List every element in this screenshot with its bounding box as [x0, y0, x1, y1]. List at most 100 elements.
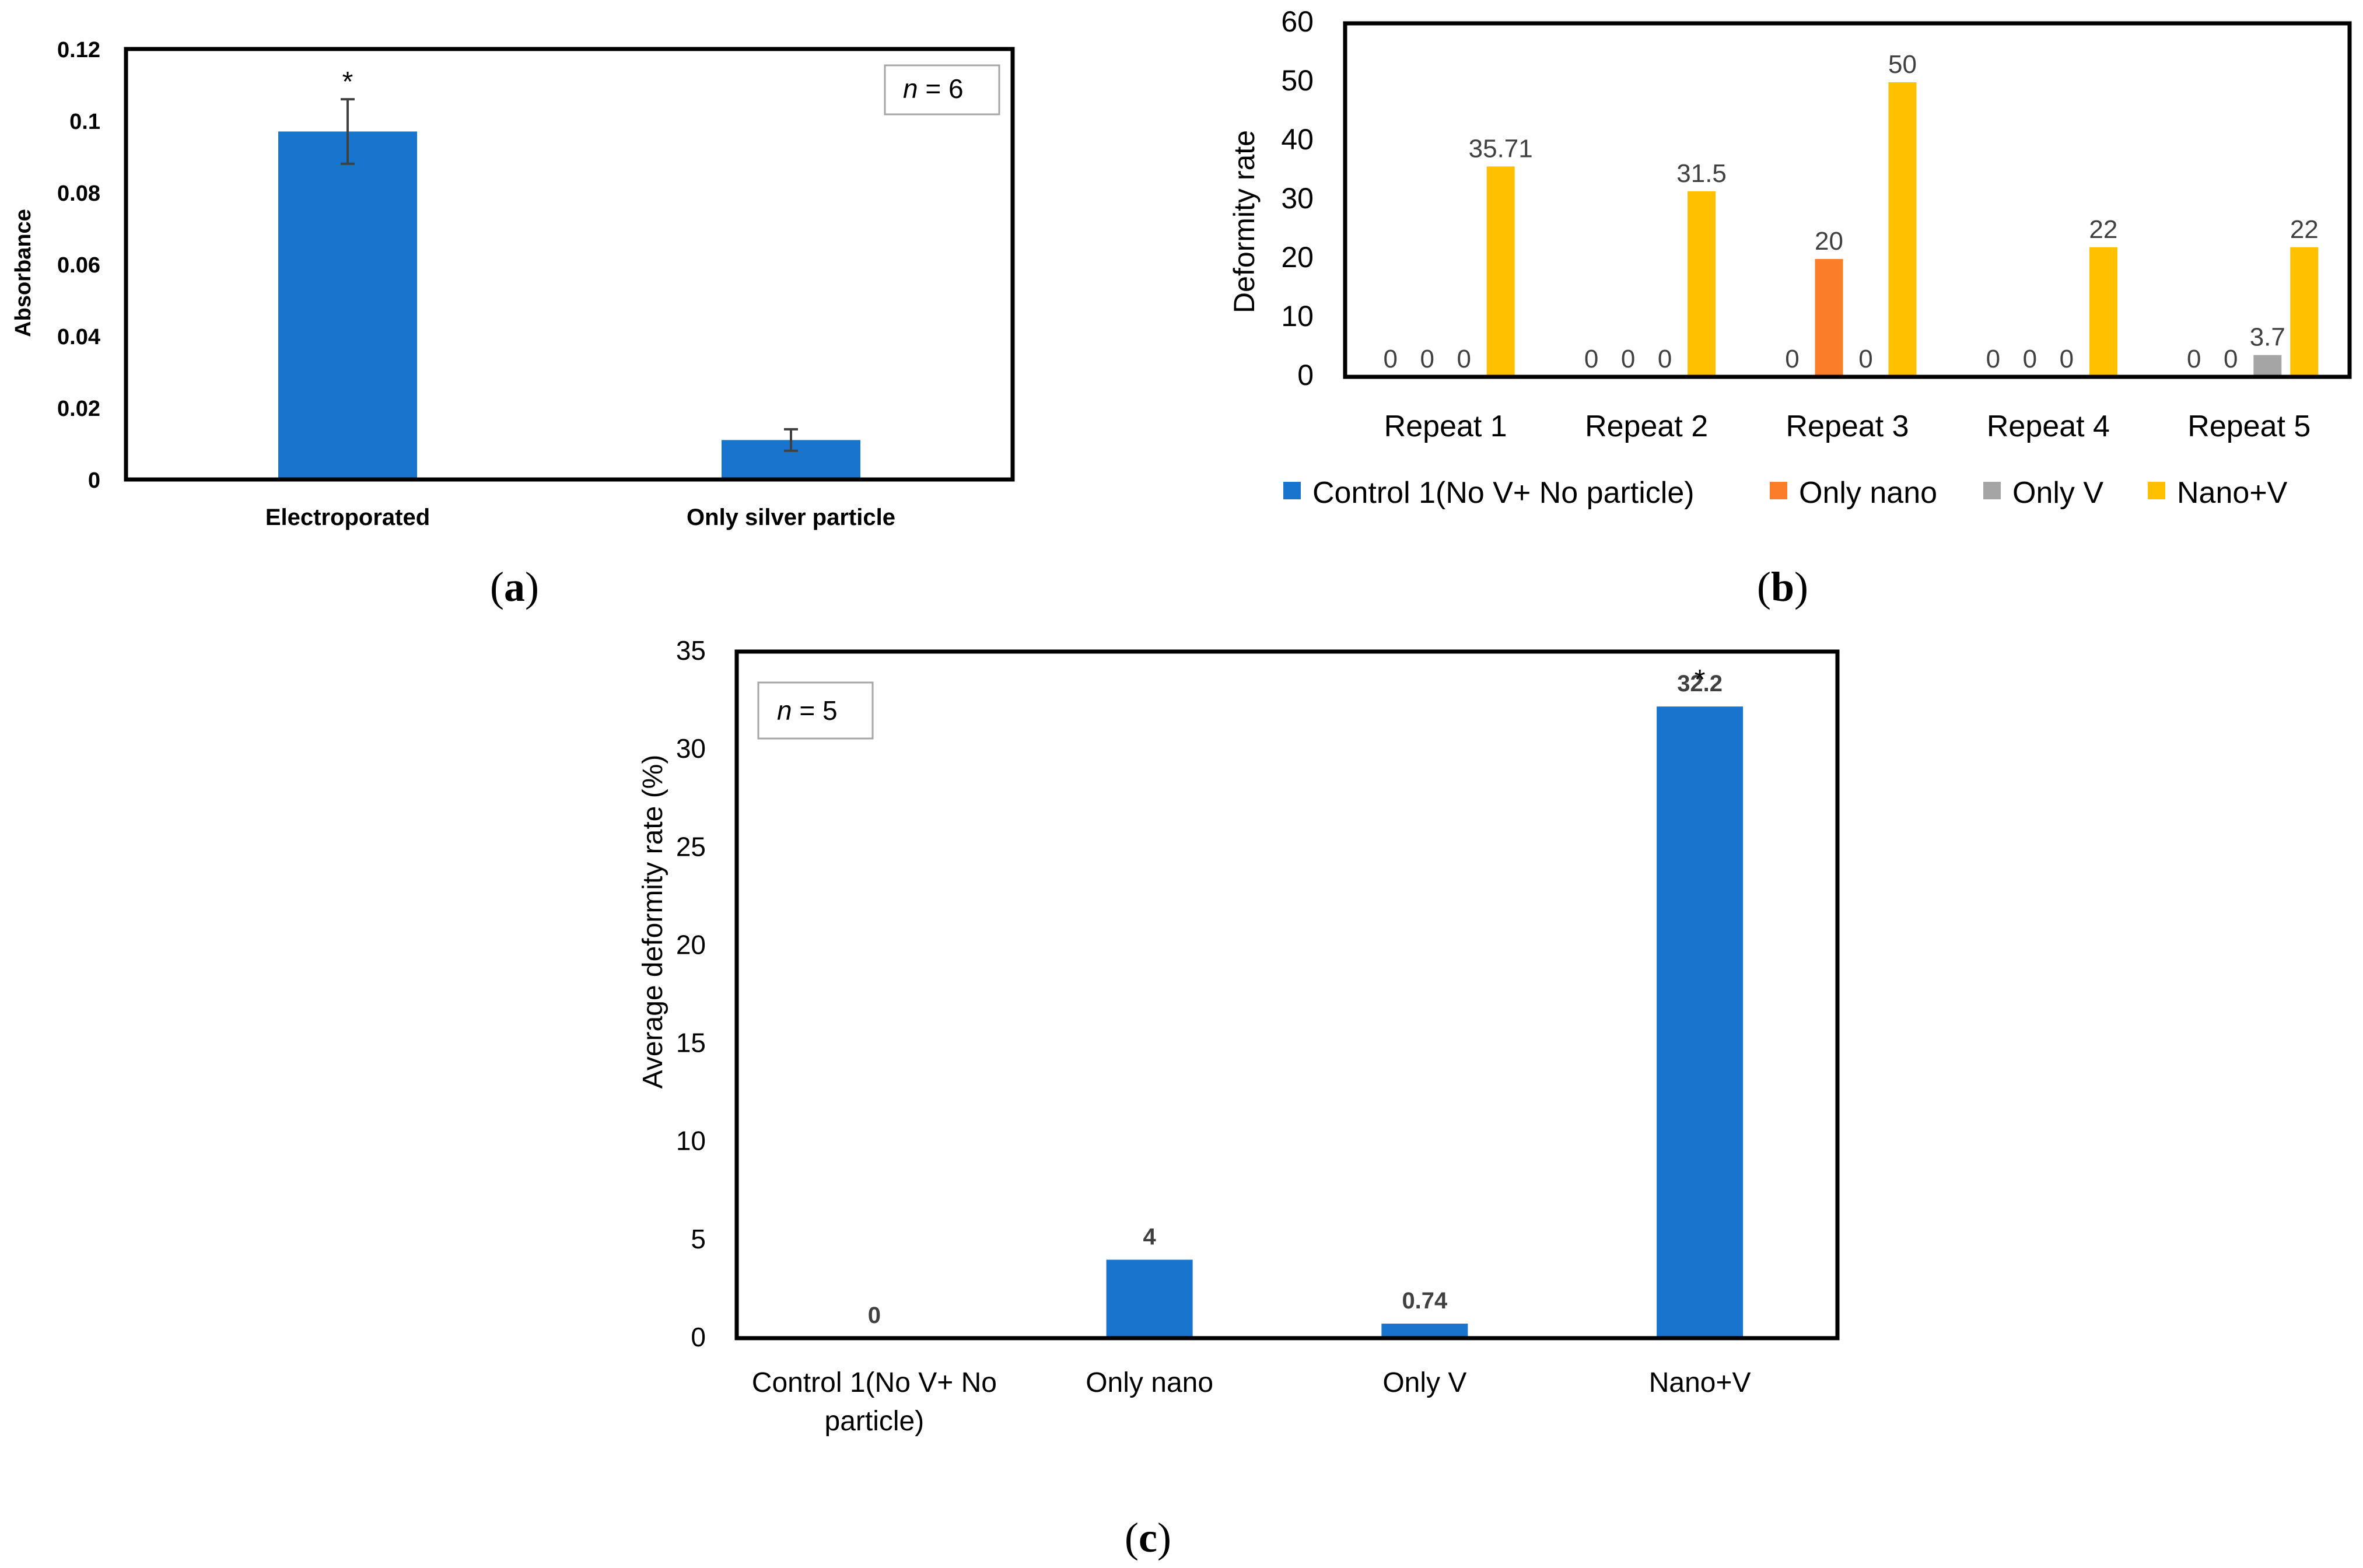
panel-b-data-label-0-0: 0	[1383, 345, 1397, 373]
panel-c-n-annotation: n = 5	[757, 681, 874, 740]
panel-c-bar-1	[1106, 1259, 1193, 1338]
panel-b-legend-label-3: Nano+V	[2177, 476, 2288, 510]
panel-b-legend: Control 1(No V+ No particle) Only nano Onl…	[1283, 476, 2288, 510]
panel-b-category-1: Repeat 2	[1585, 410, 1708, 443]
panel-b-y-tick-4: 40	[1281, 123, 1314, 156]
panel-b-bar-2-4	[2253, 355, 2282, 377]
panel-c-category-3: Nano+V	[1649, 1367, 1751, 1398]
panel-a-n-annotation: n = 6	[884, 64, 1000, 116]
panel-b-bar-3-2	[1888, 82, 1917, 377]
panel-b-data-label-1-0: 0	[1420, 345, 1434, 373]
panel-a-n-box	[884, 64, 1000, 116]
panel-c-bar-3	[1657, 706, 1744, 1338]
panel-b-data-label-2-1: 0	[1658, 345, 1672, 373]
panel-b-bar-3-1	[1688, 191, 1716, 377]
panel-a-y-tick-3: 0.06	[57, 253, 100, 278]
panel-b-y-tick-3: 30	[1281, 182, 1314, 215]
panel-b-caption: (b)	[1757, 564, 1808, 610]
panel-b-data-label-3-2: 50	[1888, 50, 1917, 79]
panel-c-y-tick-6: 30	[676, 733, 706, 764]
panel-a-y-tick-6: 0.12	[57, 38, 100, 62]
panel-b-y-tick-5: 50	[1281, 64, 1314, 97]
panel-c-plot-frame	[734, 649, 1840, 1340]
panel-c-data-label-3: 32.2	[1677, 671, 1723, 696]
panel-c-y-ticks: 0 5 10 15 20 25 30 35	[676, 635, 706, 1352]
panel-c-y-tick-5: 25	[676, 831, 706, 862]
panel-b-plot-frame	[1343, 21, 2352, 379]
panel-b-data-label-1-1: 0	[1621, 345, 1635, 373]
panel-b-legend-swatch-2	[1983, 482, 2001, 499]
panel-b-legend-swatch-3	[2148, 482, 2165, 499]
panel-c-y-tick-3: 15	[676, 1028, 706, 1058]
panel-b-data-label-1-3: 0	[2023, 345, 2037, 373]
panel-b-legend-swatch-1	[1770, 482, 1787, 499]
panel-b-data-label-2-0: 0	[1457, 345, 1471, 373]
panel-a-y-tick-1: 0.02	[57, 397, 100, 421]
panel-b-bars	[1486, 82, 2319, 377]
panel-c-y-axis-title: Average deformity rate (%)	[638, 755, 668, 1089]
panel-a-caption: (a)	[490, 564, 539, 610]
panel-c-category-2: Only V	[1382, 1367, 1466, 1398]
panel-b-category-2: Repeat 3	[1786, 410, 1909, 443]
panel-b-category-labels: Repeat 1 Repeat 2 Repeat 3 Repeat 4 Repeat 5	[1384, 410, 2311, 443]
panel-a-y-ticks: 0 0.02 0.04 0.06 0.08 0.1 0.12	[57, 38, 100, 493]
panel-c-y-tick-1: 5	[691, 1224, 706, 1254]
panel-c-y-tick-4: 20	[676, 929, 706, 960]
panel-b-y-tick-6: 60	[1281, 5, 1314, 38]
panel-b-legend-label-2: Only V	[2012, 476, 2103, 510]
panel-b-data-label-3-4: 22	[2290, 215, 2319, 244]
panel-b-data-label-1-2: 20	[1815, 227, 1843, 256]
panel-b-y-tick-0: 0	[1297, 359, 1314, 391]
panel-b-category-0: Repeat 1	[1384, 410, 1507, 443]
panel-a-n-text: n = 6	[903, 74, 964, 104]
panel-b-data-label-3-3: 22	[2089, 215, 2117, 244]
panel-c-data-label-0: 0	[868, 1303, 881, 1328]
panel-c-category-0: Control 1(No V+ No particle)	[752, 1367, 997, 1437]
panel-a-y-axis-title: Absorbance	[11, 209, 36, 337]
panel-b-data-label-3-0: 35.71	[1469, 134, 1533, 163]
panel-a-chart: Absorbance 0 0.02 0.04 0.06 0.08 0.1 0.12 * El…	[11, 38, 1015, 530]
panel-b-legend-swatch-0	[1283, 482, 1301, 499]
panel-b-category-4: Repeat 5	[2187, 410, 2311, 443]
panel-c-data-label-1: 4	[1143, 1224, 1157, 1250]
panel-c-category-1: Only nano	[1086, 1367, 1213, 1398]
panel-b-data-label-0-1: 0	[1584, 345, 1598, 373]
panel-a-y-tick-0: 0	[88, 468, 100, 493]
panel-b-bar-1-2	[1815, 259, 1843, 377]
panel-a-y-tick-5: 0.1	[69, 110, 100, 134]
panel-c-n-text: n = 5	[777, 695, 838, 726]
panel-b-y-axis-title: Deformity rate	[1228, 130, 1261, 313]
panel-c-data-label-2: 0.74	[1402, 1288, 1448, 1314]
panel-c-bar-2	[1381, 1324, 1468, 1338]
panel-c-y-tick-7: 35	[676, 635, 706, 666]
panel-a-bars: *	[278, 66, 860, 480]
panel-c-y-tick-2: 10	[676, 1126, 706, 1156]
panel-b-data-label-1-4: 0	[2224, 345, 2238, 373]
panel-b-category-3: Repeat 4	[1987, 410, 2110, 443]
panel-b-data-label-0-3: 0	[1986, 345, 2000, 373]
panel-b-data-label-2-2: 0	[1858, 345, 1872, 373]
panel-a-category-labels: Electroporated Only silver particle	[265, 505, 895, 530]
panel-b-data-label-3-1: 31.5	[1676, 159, 1727, 188]
panel-a-plot-frame	[124, 47, 1015, 482]
panel-b-bar-3-3	[2089, 247, 2117, 377]
panel-b-legend-label-0: Control 1(No V+ No particle)	[1312, 476, 1695, 510]
panel-c-bars	[1106, 706, 1744, 1338]
panel-b-data-label-2-3: 0	[2060, 345, 2074, 373]
panel-b-bar-3-0	[1486, 166, 1515, 377]
panel-b-data-label-2-4: 3.7	[2250, 323, 2285, 352]
panel-c-significance-3: *	[1695, 664, 1706, 695]
panel-b-data-label-0-2: 0	[1785, 345, 1799, 373]
panel-c-n-box	[757, 681, 874, 740]
panel-a-category-1: Only silver particle	[687, 505, 895, 530]
panel-a-y-tick-2: 0.04	[57, 325, 100, 349]
panel-a-significance-0: *	[342, 66, 353, 97]
panel-c-y-tick-0: 0	[691, 1322, 706, 1352]
panel-a-y-tick-4: 0.08	[57, 181, 100, 206]
panel-a-bar-0	[278, 131, 417, 480]
panel-c-data-labels: 0 4 0.74 32.2*	[868, 664, 1723, 1328]
panel-b-y-tick-1: 10	[1281, 300, 1314, 332]
